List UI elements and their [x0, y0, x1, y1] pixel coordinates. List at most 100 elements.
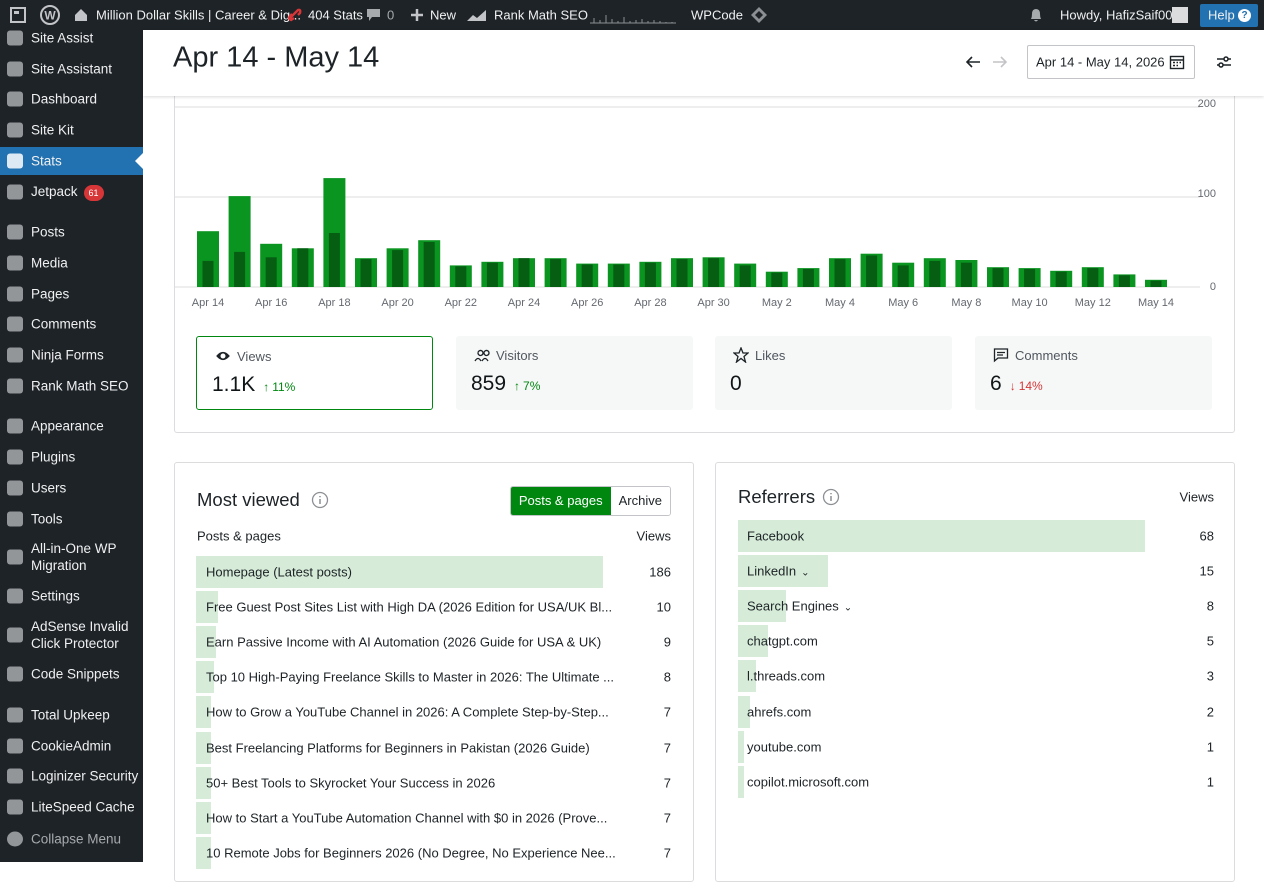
menu-arrow [135, 153, 143, 169]
menu-item[interactable]: Rank Math SEO [31, 378, 129, 394]
column-label: Posts & pages [197, 528, 281, 544]
x-tick-label: Apr 16 [255, 297, 287, 309]
stat-value: 1.1K [212, 373, 256, 396]
x-tick-label: Apr 28 [634, 297, 666, 309]
date-range[interactable]: Apr 14 - May 14, 2026 [1036, 54, 1165, 70]
menu-item[interactable]: All-in-One WP Migration [31, 541, 117, 573]
menu-item[interactable]: Pages [31, 286, 70, 302]
row-bar [196, 696, 212, 729]
x-tick-label: May 14 [1138, 297, 1174, 309]
menu-item[interactable]: Appearance [31, 418, 104, 434]
menu-item[interactable]: Plugins [31, 449, 76, 465]
menu-icon [7, 799, 23, 815]
menu-item[interactable]: Dashboard [31, 91, 98, 107]
comment-icon [367, 9, 380, 21]
referrer-views: 5 [1206, 633, 1214, 649]
referrer-name[interactable]: Search Engines ⌄ [747, 598, 853, 614]
date-picker[interactable]: Apr 14 - May 14, 2026 [1027, 45, 1195, 79]
menu-item[interactable]: Site Assist [31, 30, 94, 46]
referrer-views: 3 [1206, 668, 1214, 684]
menu-item[interactable]: Comments [31, 316, 97, 332]
menu-item[interactable]: Media [31, 255, 68, 271]
sparkline [590, 15, 676, 24]
menu-item[interactable]: Total Upkeep [31, 707, 110, 723]
bell-icon[interactable] [1028, 7, 1044, 23]
bar [202, 260, 214, 287]
row-views: 8 [663, 669, 671, 685]
new-link[interactable]: New [430, 7, 457, 23]
row-bar [196, 731, 212, 764]
stat-value-row: 1.1K ↑ 11% [212, 373, 295, 397]
stat-value-row: 859 ↑ 7% [471, 372, 540, 396]
help-button[interactable]: Help ? [1200, 4, 1258, 27]
menu-item[interactable]: Jetpack 61 [31, 183, 104, 201]
row-bar [196, 801, 212, 834]
y-tick-label: 100 [1198, 188, 1216, 200]
stat-value: 6 [990, 372, 1002, 395]
row-title[interactable]: 50+ Best Tools to Skyrocket Your Success… [206, 775, 496, 791]
rank-math-link[interactable]: Rank Math SEO [494, 7, 588, 23]
menu-item[interactable]: Site Kit [31, 122, 74, 138]
row-title[interactable]: How to Grow a YouTube Channel in 2026: A… [206, 704, 609, 720]
menu-icon [7, 549, 23, 565]
bar [897, 265, 909, 287]
menu-item[interactable]: LiteSpeed Cache [31, 799, 135, 815]
bar [265, 257, 277, 287]
menu-item[interactable]: AdSense Invalid Click Protector [31, 619, 129, 651]
info-icon[interactable] [311, 491, 329, 509]
wpcode-link[interactable]: WPCode [691, 7, 744, 23]
home-icon [75, 9, 87, 21]
row-title[interactable]: Earn Passive Income with AI Automation (… [206, 634, 602, 650]
row-title[interactable]: Best Freelancing Platforms for Beginners… [206, 740, 590, 755]
menu-item[interactable]: Code Snippets [31, 666, 120, 682]
menu-item[interactable]: Posts [31, 224, 65, 240]
stat-card[interactable]: Views 1.1K ↑ 11% [196, 336, 433, 410]
menu-item[interactable]: Site Assistant [31, 61, 113, 77]
row-bar [738, 660, 756, 693]
row-bar [196, 766, 212, 799]
row-title[interactable]: 10 Remote Jobs for Beginners 2026 (No De… [206, 845, 616, 861]
stat-icon [993, 348, 1009, 363]
menu-item[interactable]: Ninja Forms [31, 347, 104, 363]
menu-icon [7, 153, 23, 169]
period-nav[interactable] [965, 54, 1013, 70]
row-title[interactable]: Free Guest Post Sites List with High DA … [206, 599, 613, 615]
comment-count[interactable]: 0 [387, 7, 395, 23]
menu-item[interactable]: Loginizer Security [31, 768, 139, 784]
row-bar [738, 695, 750, 728]
menu-icon [7, 184, 23, 200]
stat-label: Likes [755, 348, 786, 363]
site-name[interactable]: Million Dollar Skills | Career & Dig... [96, 7, 301, 23]
row-bar [738, 625, 768, 658]
bar [1087, 268, 1099, 287]
settings-toggle[interactable] [1216, 55, 1232, 69]
row-views: 186 [649, 564, 671, 580]
wp-logo[interactable]: W [40, 5, 60, 25]
help-label[interactable]: Help [1208, 7, 1235, 23]
tab[interactable]: Posts & pages [510, 487, 611, 515]
menu-item[interactable]: Users [31, 480, 67, 496]
collapse-menu[interactable]: Collapse Menu [31, 831, 122, 847]
row-title[interactable]: How to Start a YouTube Automation Channe… [206, 810, 608, 826]
bar [960, 262, 972, 287]
menu-item[interactable]: Tools [31, 511, 63, 527]
icon-pupil [220, 353, 226, 359]
stats-404[interactable]: 404 Stats [308, 7, 363, 23]
row-bar [196, 836, 212, 869]
menu-icon [7, 449, 23, 465]
referrer-name[interactable]: LinkedIn ⌄ [747, 563, 810, 579]
referrer-views: 15 [1199, 563, 1214, 579]
stat-card[interactable]: Comments 6 ↓ 14% [975, 336, 1212, 410]
info-icon[interactable] [822, 488, 840, 506]
menu-item[interactable]: Stats [31, 153, 62, 169]
howdy[interactable]: Howdy, HafizSaif007 [1060, 7, 1180, 23]
stat-card[interactable]: Visitors 859 ↑ 7% [456, 336, 693, 410]
tab[interactable]: Archive [610, 487, 670, 515]
row-views: 7 [663, 704, 671, 720]
row-title[interactable]: Top 10 High-Paying Freelance Skills to M… [206, 669, 615, 685]
menu-item[interactable]: Settings [31, 588, 80, 604]
bar [1118, 275, 1130, 287]
stat-card[interactable]: Likes 0 [715, 336, 952, 410]
row-title[interactable]: Homepage (Latest posts) [206, 564, 352, 580]
menu-item[interactable]: CookieAdmin [31, 738, 112, 754]
